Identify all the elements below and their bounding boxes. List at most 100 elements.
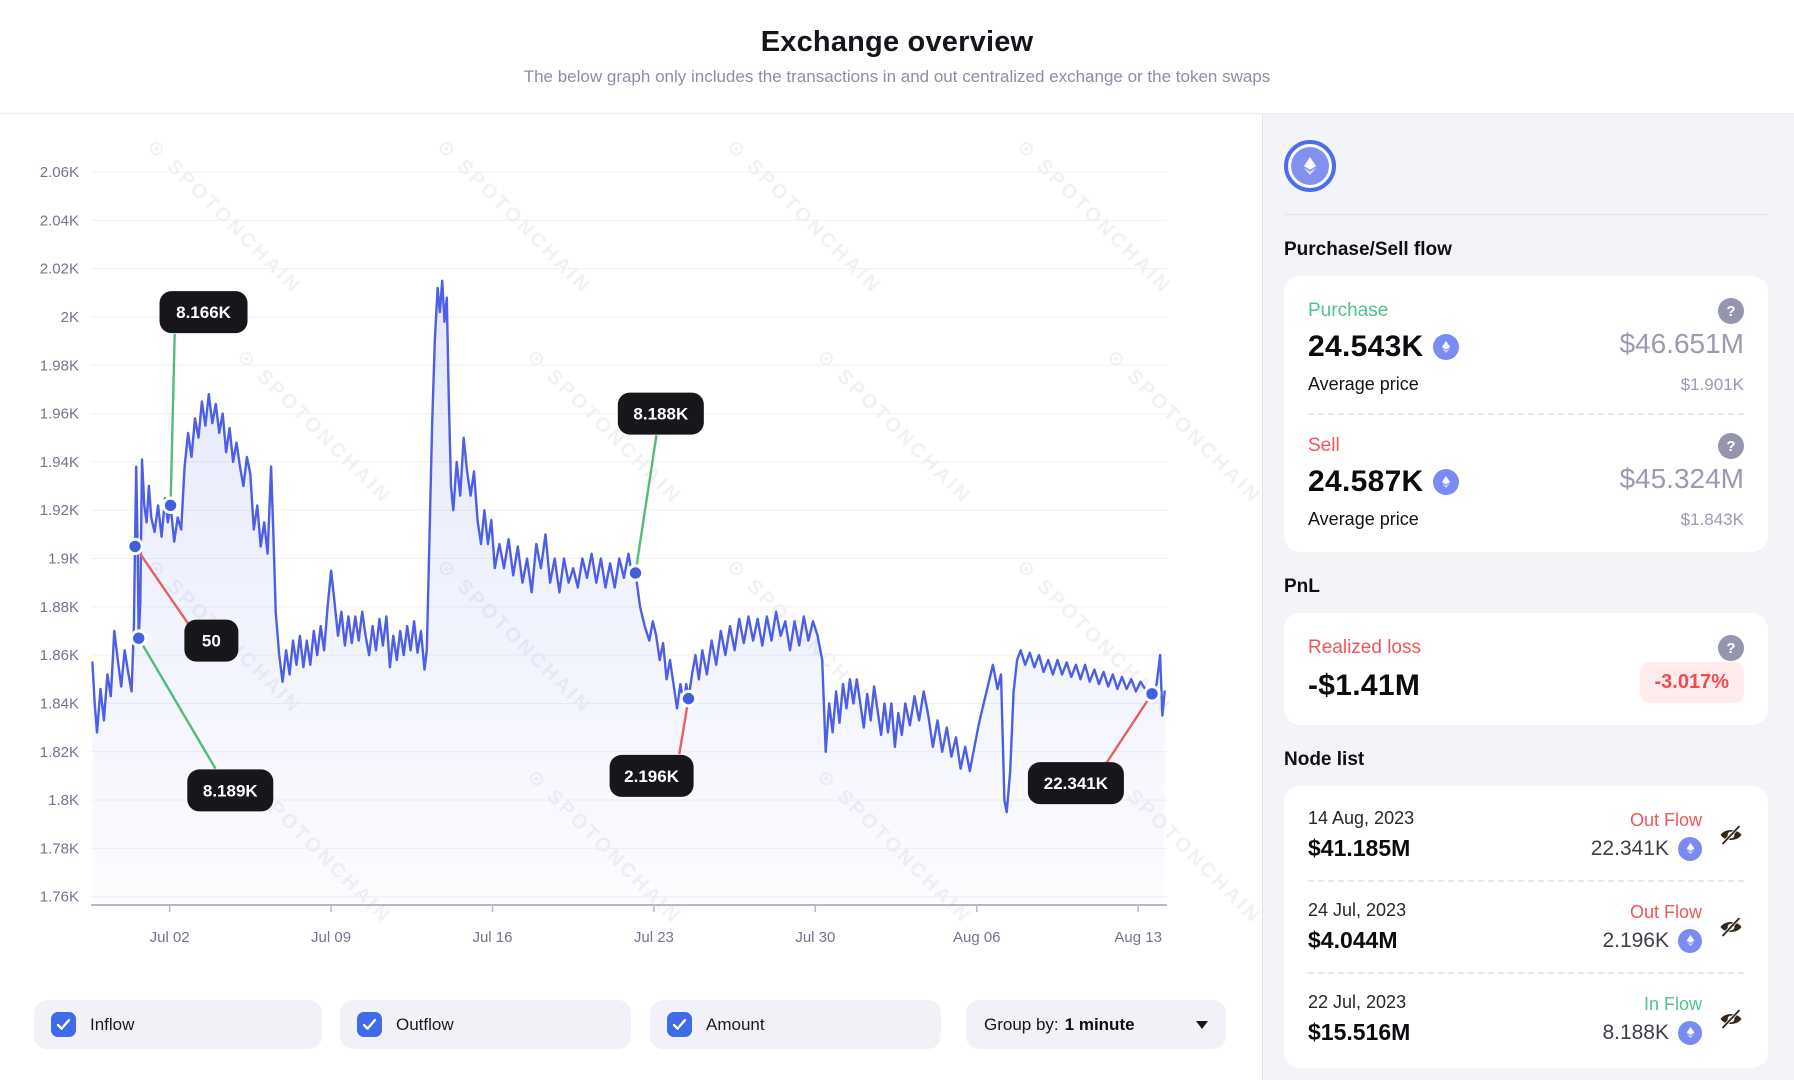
outflow-checkbox-checked-icon[interactable] <box>357 1012 382 1037</box>
chart-marker[interactable] <box>126 537 144 556</box>
annotation-connector <box>634 435 658 574</box>
y-axis-tick-label: 1.9K <box>48 551 79 568</box>
eth-icon <box>1432 469 1459 495</box>
node-date: 22 Jul, 2023 <box>1308 992 1407 1012</box>
node-date: 14 Aug, 2023 <box>1308 808 1415 828</box>
pnl-card: Realized loss ? -$1.41M -3.017% <box>1284 613 1768 725</box>
sell-help-icon[interactable]: ? <box>1718 433 1744 459</box>
annotation-pill-label: 22.341K <box>1044 774 1109 793</box>
chart-panel: ⊙ SPOTONCHAIN ⊙ SPOTONCHAIN ⊙ SPOTONCHAIN ⊙… <box>0 114 1262 1080</box>
y-axis-tick-label: 2.02K <box>40 261 79 278</box>
chart-marker[interactable] <box>1143 685 1161 703</box>
eye-off-icon[interactable] <box>1718 822 1744 848</box>
node-flow-direction: In Flow <box>1643 993 1702 1014</box>
x-axis-tick-label: Jul 16 <box>472 929 512 946</box>
y-axis-tick-label: 2K <box>61 309 79 326</box>
y-axis-tick-label: 1.82K <box>40 744 79 761</box>
purchase-label: Purchase <box>1308 300 1389 321</box>
purchase-usd: $46.651M <box>1619 328 1744 359</box>
inflow-checkbox-checked-icon[interactable] <box>51 1012 76 1037</box>
eye-off-icon[interactable] <box>1718 914 1744 940</box>
purchase-avg-price-label: Average price <box>1308 374 1419 394</box>
y-axis-tick-label: 1.78K <box>40 840 79 857</box>
page-subtitle: The below graph only includes the transa… <box>523 67 1271 86</box>
x-axis-tick-label: Aug 06 <box>953 929 1001 946</box>
x-axis-tick-label: Jul 30 <box>795 929 835 946</box>
group-by-dropdown[interactable]: Group by: 1 minute <box>966 1000 1226 1049</box>
sell-avg-price-label: Average price <box>1308 509 1419 529</box>
y-axis-tick-label: 1.76K <box>40 889 79 906</box>
y-axis-tick-label: 1.96K <box>40 406 79 423</box>
chart-marker[interactable] <box>626 564 645 582</box>
pnl-help-icon[interactable]: ? <box>1718 635 1744 661</box>
y-axis-tick-label: 1.86K <box>40 647 79 664</box>
annotation-connector <box>134 545 193 630</box>
y-axis-tick-label: 1.94K <box>40 454 79 471</box>
page-title: Exchange overview <box>760 26 1034 58</box>
inflow-label: Inflow <box>90 1014 135 1034</box>
dashed-divider <box>1308 413 1744 415</box>
sell-usd: $45.324M <box>1619 463 1744 494</box>
dashed-divider <box>1308 880 1744 882</box>
node-amount: 8.188K <box>1602 1020 1669 1044</box>
group-by-value: 1 minute <box>1064 1014 1135 1034</box>
chart-marker[interactable] <box>679 689 698 708</box>
outflow-label: Outflow <box>396 1014 454 1034</box>
chart-marker[interactable] <box>130 629 148 647</box>
y-axis-tick-label: 1.98K <box>40 357 79 374</box>
annotation-pill-label: 8.166K <box>176 303 232 322</box>
ethereum-icon <box>1291 147 1329 185</box>
y-axis-tick-label: 1.92K <box>40 502 79 519</box>
group-by-label: Group by: <box>984 1014 1059 1034</box>
node-list-card: 14 Aug, 2023 $41.185M Out Flow 22.341K 2… <box>1284 786 1768 1068</box>
node-amount: 2.196K <box>1602 928 1669 952</box>
inflow-toggle[interactable]: Inflow <box>34 1000 322 1049</box>
realized-loss-label: Realized loss <box>1308 637 1421 658</box>
node-list-row[interactable]: 22 Jul, 2023 $15.516M In Flow 8.188K <box>1308 992 1744 1046</box>
realized-loss-percent-badge: -3.017% <box>1639 661 1744 703</box>
realized-loss-value: -$1.41M <box>1308 669 1421 702</box>
x-axis-tick-label: Jul 23 <box>634 929 674 946</box>
node-amount: 22.341K <box>1590 836 1669 860</box>
y-axis-tick-label: 1.88K <box>40 599 79 616</box>
node-usd: $41.185M <box>1308 835 1411 861</box>
y-axis-tick-label: 2.04K <box>40 212 79 229</box>
node-list-row[interactable]: 24 Jul, 2023 $4.044M Out Flow 2.196K <box>1308 900 1744 954</box>
price-area-fill <box>92 280 1165 903</box>
x-axis-tick-label: Jul 09 <box>311 929 351 946</box>
annotation-pill <box>617 392 704 435</box>
price-chart[interactable]: 2.06K 2.04K 2.02K 2K 1.98K 1.96K 1.94K 1.92K 1.9… <box>0 114 1262 960</box>
chart-marker[interactable] <box>161 496 180 515</box>
amount-label: Amount <box>706 1014 765 1034</box>
x-axis-tick-label: Jul 02 <box>150 929 190 946</box>
amount-toggle[interactable]: Amount <box>650 1000 941 1049</box>
page-header: Exchange overview The below graph only i… <box>0 0 1794 114</box>
sell-amount: 24.587K <box>1308 465 1424 498</box>
amount-checkbox-checked-icon[interactable] <box>667 1012 692 1037</box>
annotation-pill <box>1027 762 1124 805</box>
x-axis-tick-label: Aug 13 <box>1114 929 1162 946</box>
pnl-heading: PnL <box>1284 576 1320 597</box>
dashed-divider <box>1308 972 1744 974</box>
outflow-toggle[interactable]: Outflow <box>340 1000 631 1049</box>
purchase-help-icon[interactable]: ? <box>1718 298 1744 324</box>
eye-off-icon[interactable] <box>1718 1006 1744 1032</box>
annotation-connector <box>169 333 176 506</box>
annotation-connector <box>1104 693 1154 765</box>
sidebar: Purchase/Sell flow Purchase ? 24.543K $4… <box>1262 114 1794 1080</box>
annotation-pill <box>159 291 248 334</box>
node-usd: $4.044M <box>1308 927 1398 953</box>
chart-controls: Inflow Outflow Amount Group by: 1 minute <box>0 1000 1262 1049</box>
y-axis-tick-label: 1.84K <box>40 695 79 712</box>
y-axis-tick-label: 2.06K <box>40 164 79 181</box>
sidebar-divider <box>1284 214 1768 215</box>
node-usd: $15.516M <box>1308 1019 1411 1045</box>
price-line <box>91 279 1166 814</box>
annotation-pill-label: 50 <box>202 632 221 651</box>
ethereum-token-icon[interactable] <box>1284 140 1336 192</box>
node-list-row[interactable]: 14 Aug, 2023 $41.185M Out Flow 22.341K <box>1308 808 1744 862</box>
purchase-sell-heading: Purchase/Sell flow <box>1284 239 1452 260</box>
purchase-avg-price-value: $1.901K <box>1680 374 1744 394</box>
sell-avg-price-value: $1.843K <box>1680 509 1744 529</box>
y-axis-tick-label: 1.8K <box>48 792 79 809</box>
